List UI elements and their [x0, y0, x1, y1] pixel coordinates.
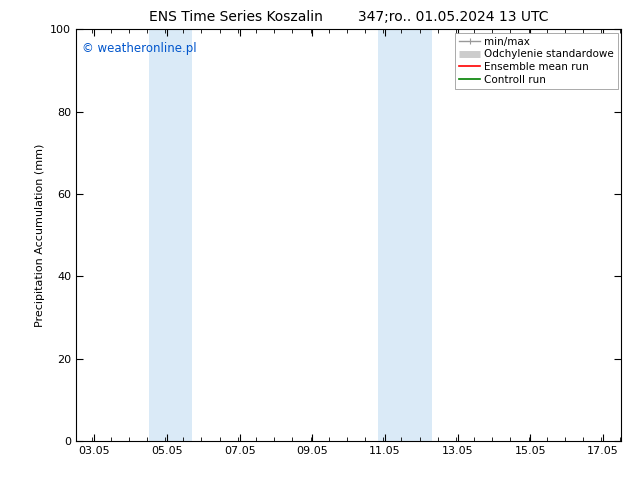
- Legend: min/max, Odchylenie standardowe, Ensemble mean run, Controll run: min/max, Odchylenie standardowe, Ensembl…: [455, 32, 618, 89]
- Y-axis label: Precipitation Accumulation (mm): Precipitation Accumulation (mm): [35, 144, 44, 327]
- Title: ENS Time Series Koszalin        347;ro.. 01.05.2024 13 UTC: ENS Time Series Koszalin 347;ro.. 01.05.…: [149, 10, 548, 24]
- Bar: [378, 29, 432, 441]
- Text: © weatheronline.pl: © weatheronline.pl: [82, 42, 196, 55]
- Bar: [149, 29, 192, 441]
